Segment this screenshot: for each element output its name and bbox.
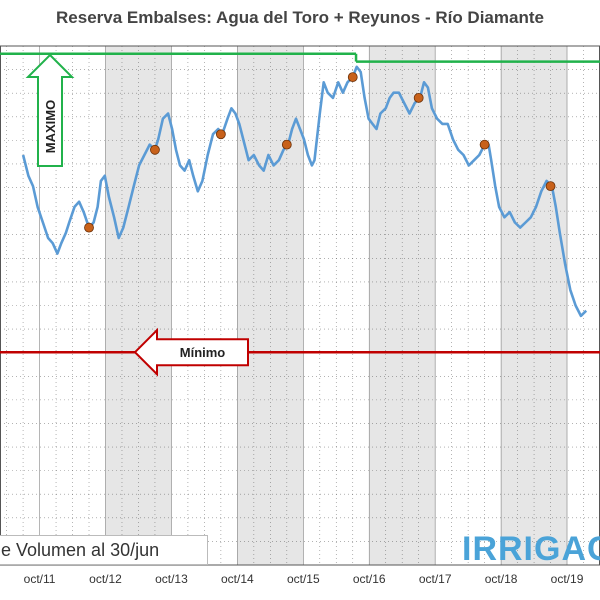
marker-30jun [479, 139, 490, 150]
x-tick-label: oct/15 [287, 572, 320, 586]
marker-group [84, 72, 556, 233]
x-tick-label: oct/12 [89, 572, 122, 586]
marker-30jun [545, 181, 556, 192]
brand-watermark: IRRIGAC [462, 530, 600, 568]
marker-30jun [84, 222, 94, 233]
minimo-arrow: Mínimo [133, 327, 249, 377]
legend-text: e Volumen al 30/jun [1, 540, 160, 560]
marker-30jun [215, 129, 226, 140]
x-tick-labels: oct/11 oct/12 oct/13 oct/14 oct/15 oct/16 oct/… [24, 572, 584, 586]
minimo-arrow-shape [133, 327, 249, 377]
marker-30jun [413, 93, 424, 103]
x-tick-label: oct/13 [155, 572, 188, 586]
x-tick-label: oct/18 [485, 572, 518, 586]
year-band [501, 46, 568, 565]
x-tick-label: oct/14 [221, 572, 254, 586]
maximo-arrow: MAXIMO [25, 53, 75, 167]
marker-30jun [150, 144, 160, 155]
x-tick-label: oct/16 [353, 572, 386, 586]
x-tick-label: oct/17 [419, 572, 452, 586]
grid-lines [0, 45, 600, 566]
x-tick-label: oct/11 [24, 572, 56, 586]
maximo-label: MAXIMO [43, 100, 58, 153]
legend-box: e Volumen al 30/jun [0, 535, 208, 565]
minimo-label: Mínimo [180, 345, 226, 360]
maximo-arrow-shape [25, 53, 75, 167]
chart-title: Reserva Embalses: Agua del Toro + Reyuno… [56, 8, 544, 27]
x-tick-label: oct/19 [551, 572, 584, 586]
marker-30jun [281, 139, 292, 150]
marker-30jun [347, 72, 358, 83]
